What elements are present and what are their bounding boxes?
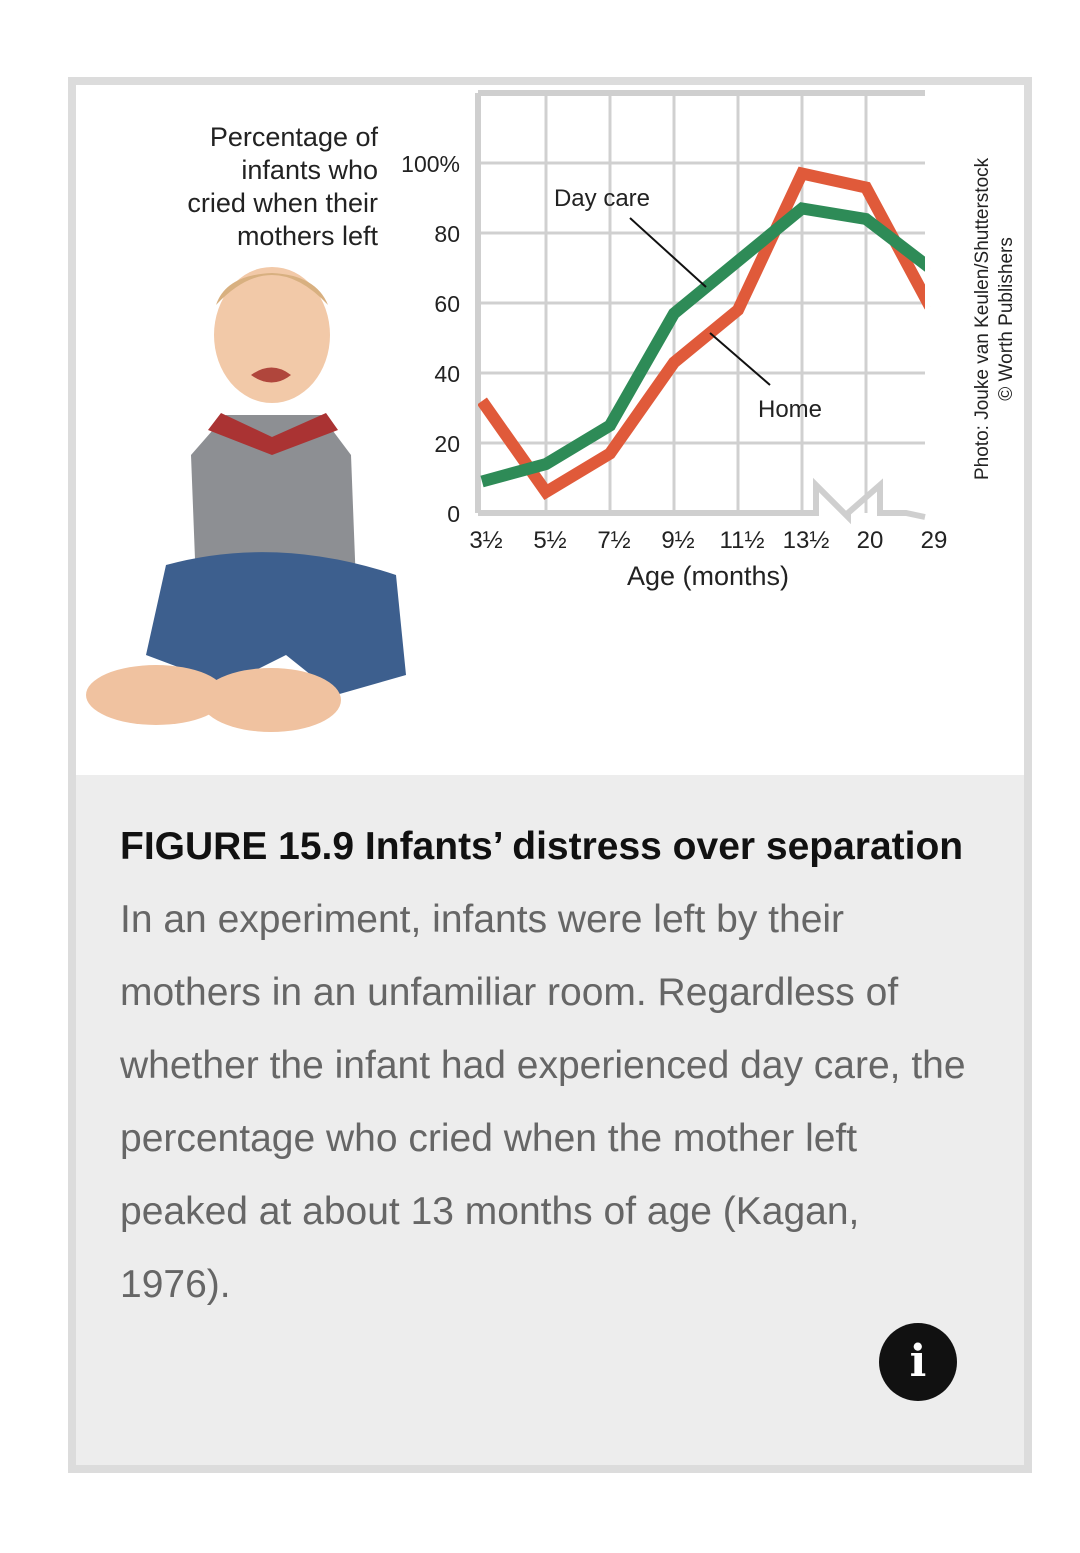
x-tick-label: 11½ [720, 527, 765, 554]
photo-credit: Photo: Jouke van Keulen/Shutterstock © W… [971, 158, 1019, 480]
y-tick-label: 0 [447, 501, 460, 527]
y-tick-label: 40 [434, 361, 460, 387]
y-tick-label: 20 [434, 431, 460, 457]
y-title-line: Percentage of [209, 122, 378, 152]
figure-caption: FIGURE 15.9 Infants’ distress over separ… [120, 810, 970, 1321]
crying-baby-photo [86, 267, 406, 732]
x-tick-label: 5½ [533, 527, 566, 554]
annotation-day-care: Day care [554, 185, 650, 212]
annotation-leader-home [709, 332, 771, 386]
y-title-line: mothers left [236, 221, 378, 251]
y-tick-label: 100% [401, 151, 460, 177]
caption-text: In an experiment, infants were left by t… [120, 898, 966, 1306]
photo-credit-line: © Worth Publishers [996, 237, 1017, 401]
x-tick-label: 3½ [469, 527, 502, 554]
x-axis-line-with-breaks [478, 477, 926, 525]
annotation-home: Home [758, 396, 822, 423]
y-tick-label: 80 [434, 221, 460, 247]
annotation-leader-day-care [629, 217, 707, 288]
x-tick-label: 13½ [783, 527, 830, 554]
info-icon[interactable]: i [879, 1323, 957, 1401]
series-line-home [478, 166, 925, 501]
x-tick-label: 7½ [597, 527, 630, 554]
x-axis-title: Age (months) [627, 561, 789, 591]
line-chart: 0 20 40 60 80 100% 3½ 5½ 7½ 9½ 11½ 13½ 20 29 Age (mont… [401, 90, 948, 591]
x-tick-label: 20 [857, 527, 884, 554]
y-axis-title: Percentage of infants who cried when the… [166, 121, 378, 253]
x-tick-label: 29 [921, 527, 948, 554]
y-title-line: infants who [241, 155, 378, 185]
y-tick-label: 60 [434, 291, 460, 317]
series-line-day-care [480, 202, 925, 488]
y-title-line: cried when their [187, 188, 378, 218]
figure-card: Percentage of infants who cried when the… [68, 77, 1032, 1473]
figure-image: Percentage of infants who cried when the… [76, 85, 1024, 775]
photo-credit-line: Photo: Jouke van Keulen/Shutterstock [972, 157, 993, 480]
caption-title: FIGURE 15.9 Infants’ distress over separ… [120, 825, 964, 868]
x-tick-label: 9½ [661, 527, 694, 554]
